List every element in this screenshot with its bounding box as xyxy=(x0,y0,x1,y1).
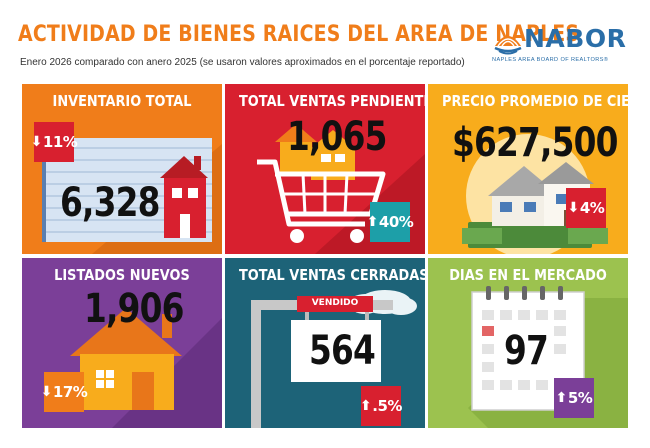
tile-ventas-cerradas: VENDIDO TOTAL VENTAS CERRADAS 564 ⬆ .5% xyxy=(225,258,425,428)
tile-value: 1,065 xyxy=(287,114,387,160)
house-money-icon xyxy=(462,134,608,254)
sold-sign-icon xyxy=(251,290,417,428)
tile-value: 97 xyxy=(504,328,549,374)
tile-listados-nuevos: LISTADOS NUEVOS 1,906 ⬇ 17% xyxy=(22,258,222,428)
tile-label: PRECIO PROMEDIO DE CIERRE xyxy=(442,92,628,110)
change-badge: ⬇ 17% xyxy=(40,372,88,412)
change-badge: ⬇ 11% xyxy=(30,122,78,162)
change-badge: ⬆ 5% xyxy=(554,378,594,418)
arrow-up-icon: ⬆ xyxy=(555,390,568,406)
house-icon xyxy=(70,308,222,428)
page-title: ACTIVIDAD DE BIENES RAICES DEL AREA DE N… xyxy=(18,22,580,47)
sold-sign-text: VENDIDO xyxy=(311,298,359,308)
tile-label: DIAS EN EL MERCADO xyxy=(449,266,607,284)
change-badge: ⬆ .5% xyxy=(360,386,402,426)
tile-value: 6,328 xyxy=(60,180,160,226)
page-subtitle: Enero 2026 comparado con anero 2025 (se … xyxy=(20,57,465,68)
tile-value: 564 xyxy=(309,328,376,374)
logo-wordmark: NABOR xyxy=(524,24,627,53)
arrow-up-icon: ⬆ xyxy=(366,214,379,230)
tile-inventario-total: INVENTARIO TOTAL ⬇ 11% 6,328 xyxy=(22,84,222,254)
tile-value: $627,500 xyxy=(452,120,618,166)
logo-tagline: NAPLES AREA BOARD OF REALTORS® xyxy=(492,57,609,63)
tile-label: LISTADOS NUEVOS xyxy=(54,266,190,284)
change-badge: ⬆ 40% xyxy=(366,202,414,242)
arrow-up-icon: ⬆ xyxy=(360,398,372,414)
tile-value: 1,906 xyxy=(84,286,184,332)
tile-label: TOTAL VENTAS CERRADAS xyxy=(239,266,425,284)
tile-label: INVENTARIO TOTAL xyxy=(52,92,192,110)
tile-precio-promedio: PRECIO PROMEDIO DE CIERRE $627,500 ⬇4% xyxy=(428,84,628,254)
change-badge: ⬇ 4% xyxy=(566,188,606,228)
nabor-logo: NABOR NAPLES AREA BOARD OF REALTORS® xyxy=(492,24,632,68)
arrow-down-icon: ⬇ xyxy=(567,200,580,216)
tile-dias-mercado: DIAS EN EL MERCADO 97 ⬆ 5% xyxy=(428,258,628,428)
tile-label: TOTAL VENTAS PENDIENTES xyxy=(239,92,425,110)
nabor-shell-icon xyxy=(494,36,522,55)
tile-ventas-pendientes: TOTAL VENTAS PENDIENTES 1,065 ⬆ 40% xyxy=(225,84,425,254)
arrow-down-icon: ⬇ xyxy=(30,134,43,150)
arrow-down-icon: ⬇ xyxy=(40,384,53,400)
